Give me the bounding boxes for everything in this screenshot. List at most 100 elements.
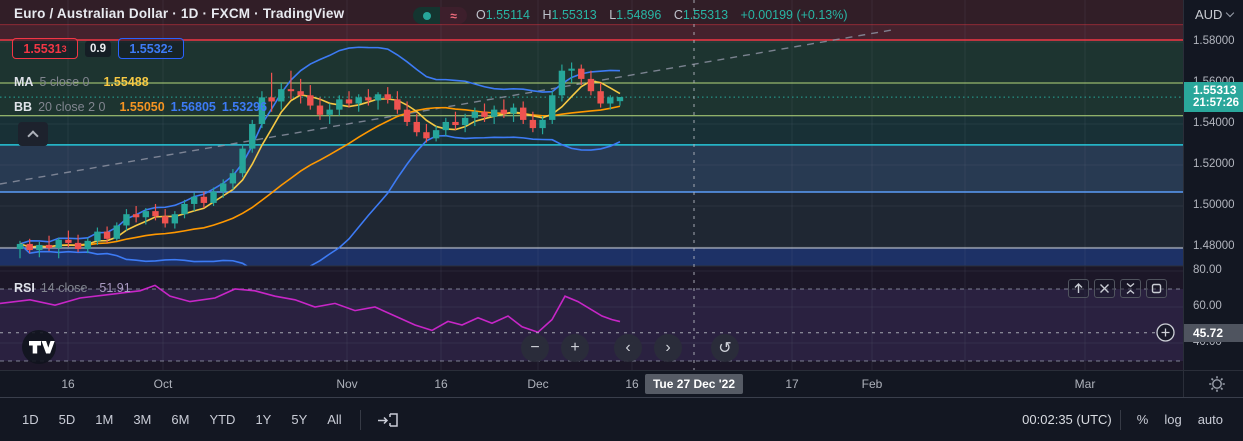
range-button-1y[interactable]: 1Y bbox=[255, 412, 272, 427]
range-buttons: 1D 5D 1M 3M 6M YTD 1Y 5Y All bbox=[12, 407, 352, 432]
time-tick: Oct bbox=[153, 377, 173, 391]
buy-button[interactable]: 1.5532 2 bbox=[118, 38, 184, 59]
low-value: 1.54896 bbox=[616, 8, 662, 22]
price-tick: 1.50000 bbox=[1193, 199, 1235, 211]
rsi-value: 51.91 bbox=[99, 281, 131, 295]
price-tick: 1.48000 bbox=[1193, 240, 1235, 252]
sell-button[interactable]: 1.5531 3 bbox=[12, 38, 78, 59]
collapse-legend-button[interactable] bbox=[18, 122, 48, 146]
legend-bb[interactable]: BB 20 close 2 0 1.55050 1.56805 1.53296 bbox=[14, 100, 267, 114]
price-levels[interactable] bbox=[0, 24, 1183, 249]
rsi-tick: 80.00 bbox=[1193, 264, 1222, 276]
move-pane-up-button[interactable] bbox=[1068, 279, 1089, 298]
ma-value: 1.55488 bbox=[103, 75, 149, 89]
gear-icon[interactable] bbox=[1207, 374, 1227, 394]
close-icon bbox=[1100, 284, 1109, 293]
scale-button-auto[interactable]: auto bbox=[1197, 412, 1223, 427]
bb-upper-value: 1.56805 bbox=[170, 100, 216, 114]
time-tick: 17 bbox=[785, 377, 799, 391]
pane-buttons bbox=[1068, 279, 1167, 298]
range-button-5y[interactable]: 5Y bbox=[291, 412, 308, 427]
range-button-all[interactable]: All bbox=[327, 412, 342, 427]
bb-basis-value: 1.55050 bbox=[119, 100, 165, 114]
chevron-up-icon bbox=[27, 129, 39, 142]
scale-button-percent[interactable]: % bbox=[1136, 412, 1149, 427]
open-value: 1.55114 bbox=[485, 8, 530, 22]
go-to-date-button[interactable] bbox=[369, 407, 407, 433]
bb-lower-line bbox=[19, 134, 621, 266]
close-value: 1.55313 bbox=[682, 8, 729, 22]
toolbar-divider bbox=[359, 409, 361, 430]
market-status-pill[interactable]: ≈ bbox=[413, 7, 467, 24]
time-tick: 16 bbox=[625, 377, 639, 391]
chevron-down-icon bbox=[1226, 8, 1235, 18]
ohlc-values: O1.55114 H1.55313 L1.54896 C1.55313 +0.0… bbox=[476, 8, 848, 22]
chart-canvas[interactable] bbox=[0, 0, 1183, 370]
candles bbox=[16, 62, 624, 259]
market-open-dot-icon[interactable] bbox=[413, 7, 440, 24]
price-axis[interactable]: AUD 1.580001.560001.540001.520001.500001… bbox=[1183, 0, 1243, 397]
range-button-5d[interactable]: 5D bbox=[58, 412, 76, 427]
low-key: L bbox=[609, 8, 617, 22]
time-tick: 16 bbox=[434, 377, 448, 391]
add-alert-plus-button[interactable] bbox=[1156, 323, 1175, 342]
range-button-1d[interactable]: 1D bbox=[22, 412, 39, 427]
high-key: H bbox=[542, 8, 552, 22]
close-key: C bbox=[673, 8, 683, 22]
scale-button-log[interactable]: log bbox=[1164, 412, 1182, 427]
ma-params: 5 close 0 bbox=[39, 75, 90, 89]
current-price-value: 1.55313 bbox=[1193, 83, 1237, 98]
time-tick: Nov bbox=[336, 377, 358, 391]
range-button-ytd[interactable]: YTD bbox=[209, 412, 236, 427]
current-price-label: 1.55313 21:57:26 bbox=[1184, 82, 1243, 113]
price-zones bbox=[0, 0, 1183, 266]
zoom-out-button[interactable]: − bbox=[521, 334, 549, 362]
bb-upper-line bbox=[19, 46, 620, 245]
zoom-in-button[interactable]: + bbox=[561, 334, 589, 362]
axis-settings-corner bbox=[1183, 371, 1243, 397]
time-tick: 16 bbox=[61, 377, 75, 391]
bottom-toolbar: 1D 5D 1M 3M 6M YTD 1Y 5Y All 00:02:35 (UTC) % log… bbox=[0, 397, 1243, 441]
tradingview-logo[interactable] bbox=[21, 329, 57, 365]
scale-buttons: % log auto bbox=[1129, 407, 1231, 432]
rsi-line bbox=[0, 284, 621, 334]
legend-rsi[interactable]: RSI 14 close 51.91 bbox=[14, 281, 131, 295]
clock-timezone-button[interactable]: 00:02:35 (UTC) bbox=[1022, 412, 1112, 427]
currency-dropdown[interactable]: AUD bbox=[1195, 7, 1235, 22]
rsi-params: 14 close bbox=[40, 281, 88, 295]
range-button-6m[interactable]: 6M bbox=[171, 412, 190, 427]
spread-value: 0.9 bbox=[85, 40, 111, 57]
rsi-name: RSI bbox=[14, 281, 35, 295]
range-button-3m[interactable]: 3M bbox=[133, 412, 152, 427]
crosshair-date-label: Tue 27 Dec '22 bbox=[644, 374, 744, 394]
bb-name: BB bbox=[14, 100, 33, 114]
arrow-up-icon bbox=[1074, 283, 1083, 293]
collapse-icon bbox=[1126, 282, 1135, 295]
rsi-tick: 60.00 bbox=[1193, 300, 1222, 312]
range-button-1m[interactable]: 1M bbox=[95, 412, 114, 427]
toolbar-divider-2 bbox=[1119, 409, 1121, 430]
maximize-pane-button[interactable] bbox=[1146, 279, 1167, 298]
time-axis[interactable]: 16 Oct Nov 16 Dec 16 17 Feb Mar Tue 27 Dec '22 bbox=[0, 370, 1243, 397]
close-pane-button[interactable] bbox=[1094, 279, 1115, 298]
time-tick: Mar bbox=[1074, 377, 1096, 391]
ma-name: MA bbox=[14, 75, 34, 89]
open-key: O bbox=[476, 8, 486, 22]
scroll-left-button[interactable]: ‹ bbox=[614, 334, 642, 362]
rsi-band bbox=[0, 289, 1183, 361]
change-value: +0.00199 (+0.13%) bbox=[740, 8, 848, 22]
rsi-crosshair-label: 45.72 bbox=[1184, 323, 1243, 342]
trend-line[interactable] bbox=[0, 29, 893, 185]
scroll-right-button[interactable]: › bbox=[654, 334, 682, 362]
reset-chart-button[interactable]: ↺ bbox=[711, 334, 739, 362]
price-tick: 1.54000 bbox=[1193, 117, 1235, 129]
legend-ma[interactable]: MA 5 close 0 1.55488 bbox=[14, 75, 149, 89]
time-tick: Feb bbox=[861, 377, 883, 391]
price-tick: 1.52000 bbox=[1193, 158, 1235, 170]
wave-icon[interactable]: ≈ bbox=[440, 7, 467, 24]
go-to-date-icon bbox=[377, 412, 398, 427]
quote-row: 1.5531 3 0.9 1.5532 2 bbox=[12, 38, 184, 59]
collapse-pane-button[interactable] bbox=[1120, 279, 1141, 298]
symbol-title[interactable]: Euro / Australian Dollar · 1D · FXCM · T… bbox=[14, 6, 345, 21]
time-tick: Dec bbox=[527, 377, 549, 391]
